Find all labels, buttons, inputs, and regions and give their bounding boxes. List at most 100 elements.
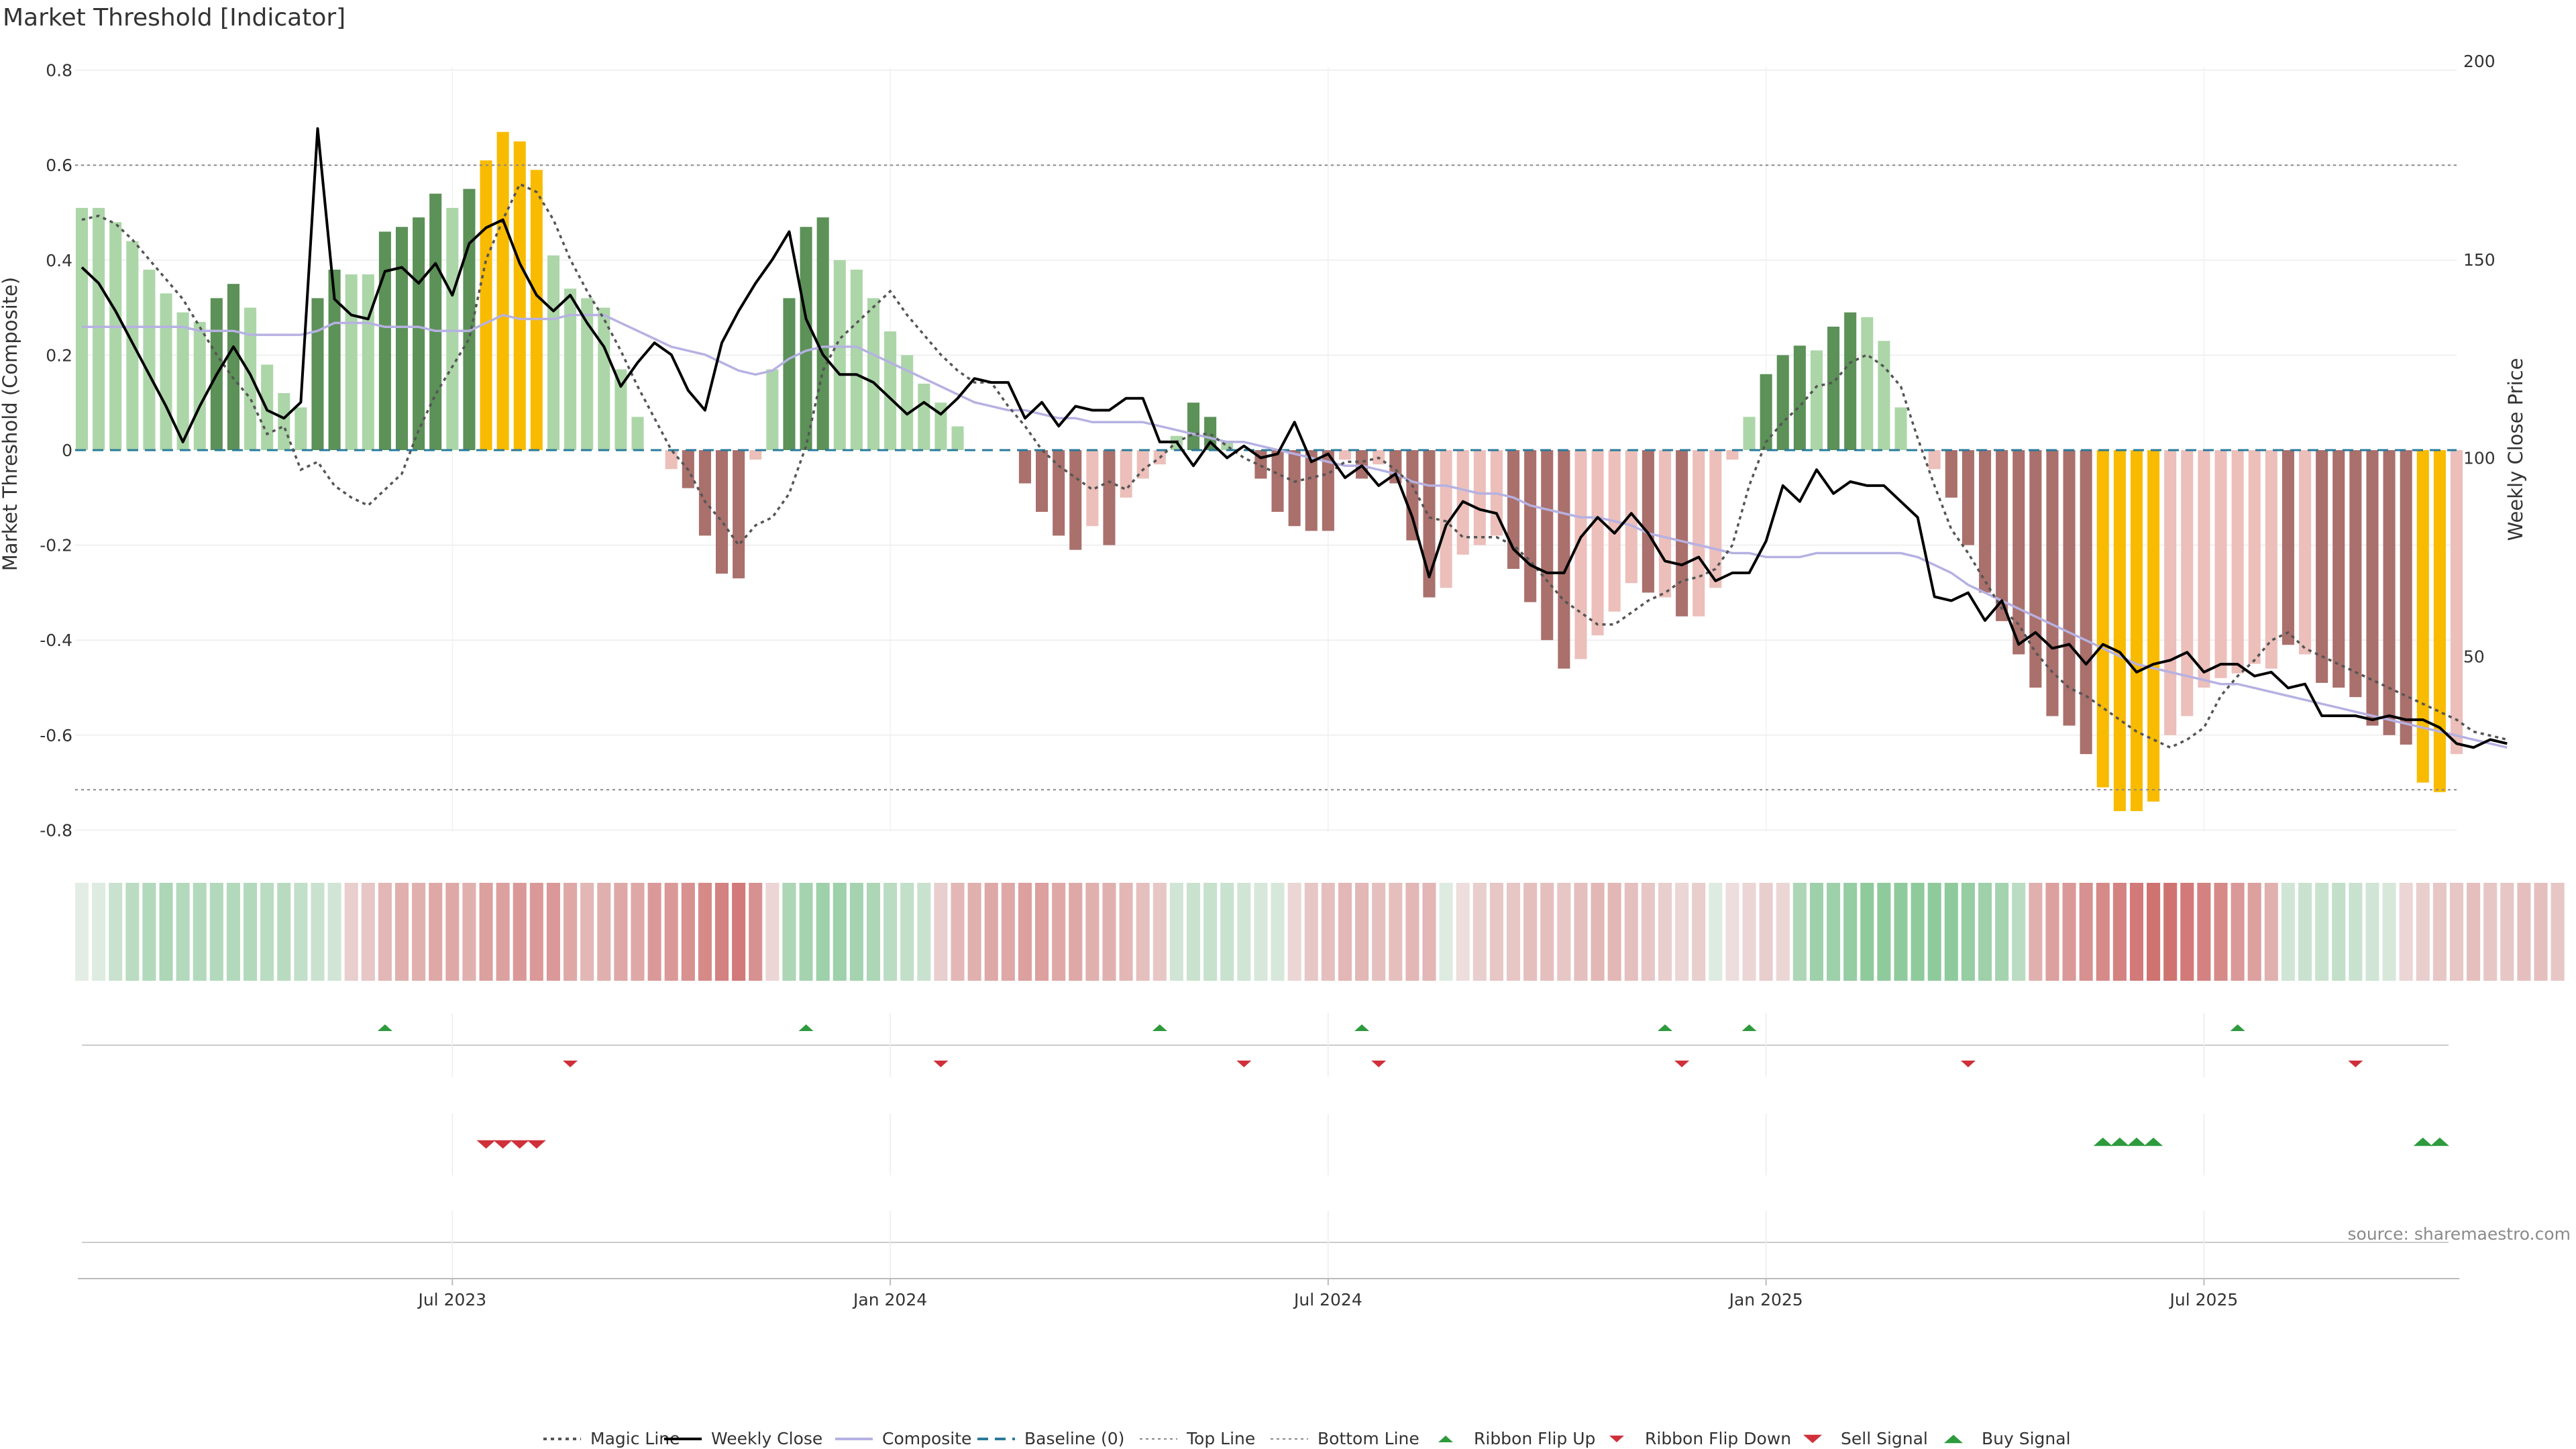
composite-bar xyxy=(1878,341,1890,450)
composite-bar xyxy=(631,417,644,450)
composite-bar xyxy=(951,426,964,450)
ribbon-cell xyxy=(1372,883,1386,981)
buy-signal-marker xyxy=(2093,1137,2112,1146)
ribbon-cell xyxy=(816,883,830,981)
ribbon-cell xyxy=(327,883,341,981)
legend-label: Bottom Line xyxy=(1318,1429,1419,1448)
composite-bar xyxy=(1676,450,1688,616)
left-tick-label: 0.6 xyxy=(46,156,72,175)
composite-bar xyxy=(2231,450,2244,674)
ribbon-cell xyxy=(934,883,948,981)
ribbon-flip-down-marker xyxy=(2348,1061,2363,1067)
ribbon-flip-up-marker xyxy=(1658,1024,1672,1031)
buy-signal-marker xyxy=(2413,1137,2432,1146)
ribbon-cell xyxy=(1877,883,1891,981)
composite-bar xyxy=(1541,450,1554,641)
ribbon-cell xyxy=(1254,883,1268,981)
legend-label: Sell Signal xyxy=(1841,1429,1928,1448)
ribbon-cell xyxy=(311,883,325,981)
legend-item: Top Line xyxy=(1140,1429,1255,1448)
ribbon-cell xyxy=(631,883,645,981)
ribbon-cell xyxy=(1792,883,1807,981)
composite-bar xyxy=(1945,450,1957,498)
legend: Magic Line Weekly Close Composite Baseline … xyxy=(543,1429,2071,1448)
ribbon-cell xyxy=(1321,883,1335,981)
composite-bar xyxy=(1810,350,1823,450)
right-tick-label: 50 xyxy=(2463,647,2485,666)
ribbon-cell xyxy=(2349,883,2363,981)
composite-bar xyxy=(109,222,122,450)
ribbon-cell xyxy=(176,883,190,981)
legend-label: Weekly Close xyxy=(711,1429,822,1448)
composite-bar xyxy=(833,260,846,450)
ribbon-cell xyxy=(2332,883,2346,981)
composite-bar xyxy=(496,131,509,450)
ribbon-cell xyxy=(2012,883,2026,981)
legend-label: Ribbon Flip Down xyxy=(1645,1429,1791,1448)
composite-bar xyxy=(2366,450,2379,726)
legend-item: Weekly Close xyxy=(664,1429,822,1448)
ribbon-flip-down-marker xyxy=(933,1061,949,1067)
composite-bar xyxy=(2198,450,2210,688)
left-tick-label: 0.8 xyxy=(46,61,72,80)
left-tick-label: 0 xyxy=(62,441,72,460)
ribbon-cell xyxy=(2214,883,2228,981)
source-note: source: sharemaestro.com xyxy=(2348,1224,2571,1244)
ribbon-cell xyxy=(917,883,931,981)
ribbon-cell xyxy=(2467,883,2481,981)
composite-bar xyxy=(2080,450,2092,755)
composite-bar xyxy=(2349,450,2362,698)
composite-bar xyxy=(1103,450,1116,545)
ribbon-cell xyxy=(1237,883,1251,981)
ribbon-cell xyxy=(142,883,156,981)
composite-bar xyxy=(1473,450,1486,545)
ribbon-cell xyxy=(614,883,628,981)
composite-bar xyxy=(1928,450,1941,470)
composite-bar xyxy=(1086,450,1099,527)
ribbon-cell xyxy=(260,883,274,981)
composite-bar xyxy=(1507,450,1520,569)
composite-bar xyxy=(1996,450,2008,621)
ribbon-cell xyxy=(2163,883,2178,981)
ribbon-cell xyxy=(1523,883,1538,981)
ribbon-cell xyxy=(866,883,881,981)
legend-item: Magic Line xyxy=(543,1429,680,1448)
left-tick-label: -0.4 xyxy=(40,631,72,650)
ribbon-cell xyxy=(647,883,661,981)
ribbon-cell xyxy=(344,883,358,981)
ribbon-cell xyxy=(2500,883,2514,981)
ribbon-cell xyxy=(277,883,291,981)
right-tick-label: 100 xyxy=(2463,449,2496,468)
ribbon-cell xyxy=(1540,883,1554,981)
ribbon-cell xyxy=(2399,883,2413,981)
ribbon-cell xyxy=(900,883,914,981)
composite-bar xyxy=(1894,407,1907,450)
ribbon-cell xyxy=(412,883,426,981)
ribbon-cell xyxy=(2551,883,2565,981)
composite-bar xyxy=(143,269,156,450)
ribbon-cell xyxy=(244,883,258,981)
composite-bar xyxy=(698,450,711,536)
ribbon-cell xyxy=(1507,883,1521,981)
composite-bar xyxy=(1760,374,1772,450)
composite-bar xyxy=(1018,450,1031,484)
composite-bar xyxy=(413,217,425,450)
composite-bar xyxy=(2063,450,2076,726)
ribbon-cell xyxy=(1927,883,1941,981)
ribbon-cell xyxy=(2298,883,2312,981)
ribbon-cell xyxy=(2449,883,2464,981)
ribbon-cell xyxy=(1641,883,1655,981)
ribbon-cell xyxy=(2281,883,2295,981)
composite-bar xyxy=(1776,355,1789,450)
x-tick-label: Jul 2024 xyxy=(1293,1290,1362,1309)
x-tick-label: Jan 2024 xyxy=(852,1290,927,1309)
ribbon-cell xyxy=(1355,883,1369,981)
ribbon-cell xyxy=(1725,883,1739,981)
ribbon-cell xyxy=(715,883,729,981)
sell-signal-marker xyxy=(527,1140,546,1149)
ribbon-cell xyxy=(2517,883,2531,981)
ribbon-cell xyxy=(2382,883,2396,981)
composite-bar xyxy=(1642,450,1654,593)
ribbon-cell xyxy=(193,883,207,981)
composite-bar xyxy=(766,369,779,450)
